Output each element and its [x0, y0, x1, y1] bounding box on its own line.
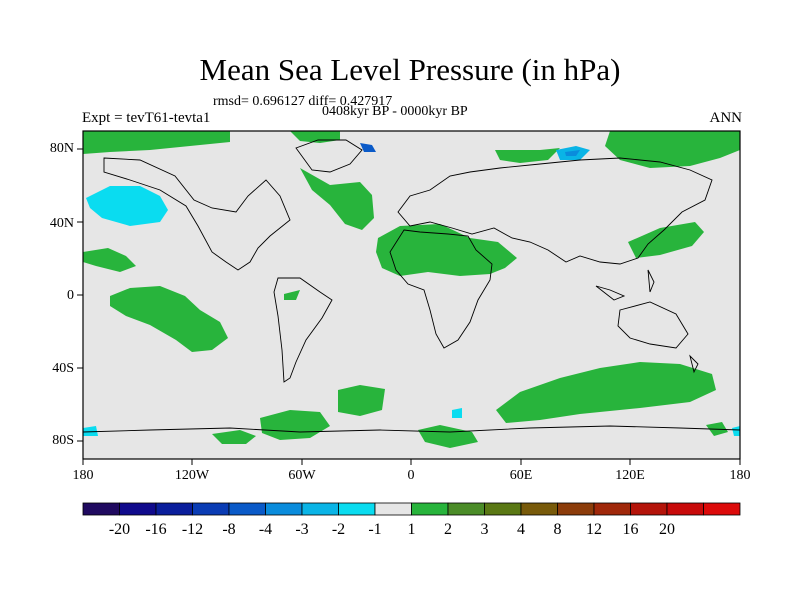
lat-tick-40s: 40S: [52, 361, 74, 376]
lon-tick-120e: 120E: [615, 468, 645, 483]
colorbar-swatch: [520, 502, 558, 516]
lon-tick-0: 0: [407, 468, 415, 483]
colorbar-swatch: [338, 502, 376, 516]
colorbar-swatch: [374, 502, 412, 516]
map-title: Mean Sea Level Pressure (in hPa): [199, 52, 621, 87]
colorbar-swatch: [447, 502, 485, 516]
colorbar-swatch: [630, 502, 668, 516]
colorbar-swatch: [411, 502, 449, 516]
colorbar-swatch: [155, 502, 193, 516]
colorbar-label: 20: [659, 521, 675, 538]
lon-tick-60e: 60E: [509, 468, 533, 483]
colorbar-swatch: [228, 502, 266, 516]
colorbar-label: -12: [181, 521, 204, 538]
stats-subtitle: rmsd= 0.696127 diff= 0.427917: [213, 94, 393, 109]
map-panel: [77, 130, 741, 465]
colorbar-label: -2: [331, 521, 346, 538]
lat-tick-80s: 80S: [52, 433, 74, 448]
colorbar-label: -16: [145, 521, 167, 538]
period-subtitle: 0408kyr BP - 0000kyr BP: [322, 104, 468, 119]
lon-tick-180e: 180: [729, 468, 751, 483]
colorbar-swatch: [119, 502, 157, 516]
colorbar-label: 8: [553, 521, 562, 538]
colorbar: [82, 502, 741, 516]
colorbar-swatch: [593, 502, 631, 516]
colorbar-label: -8: [222, 521, 236, 538]
lon-tick-120w: 120W: [174, 468, 210, 483]
lat-tick-0: 0: [67, 288, 74, 303]
colorbar-swatch: [265, 502, 303, 516]
colorbar-label: 1: [407, 521, 416, 538]
colorbar-label: 12: [586, 521, 602, 538]
colorbar-label: -1: [368, 521, 382, 538]
colorbar-swatch: [82, 502, 120, 516]
colorbar-label: 2: [444, 521, 452, 538]
axis-ticks: [77, 148, 741, 465]
colorbar-label: -3: [295, 521, 309, 538]
colorbar-swatch: [666, 502, 704, 516]
coastlines: [82, 139, 741, 433]
colorbar-swatch: [484, 502, 522, 516]
season-label: ANN: [709, 110, 743, 126]
colorbar-swatch: [703, 502, 741, 516]
colorbar-label: 3: [480, 521, 489, 538]
lon-tick-60w: 60W: [288, 468, 316, 483]
colorbar-label: -4: [258, 521, 273, 538]
lat-tick-40n: 40N: [49, 216, 74, 231]
lon-tick-180w: 180: [72, 468, 94, 483]
colorbar-label: -20: [108, 521, 131, 538]
colorbar-label: 16: [622, 521, 639, 538]
colorbar-swatch: [301, 502, 339, 516]
experiment-label: Expt = tevT61-tevta1: [82, 110, 211, 126]
colorbar-swatch: [557, 502, 595, 516]
colorbar-swatch: [192, 502, 230, 516]
positive-anomaly-regions: [83, 131, 740, 448]
colorbar-label: 4: [517, 521, 525, 538]
lat-tick-80n: 80N: [49, 141, 74, 156]
negative-anomaly-regions: [83, 143, 740, 436]
